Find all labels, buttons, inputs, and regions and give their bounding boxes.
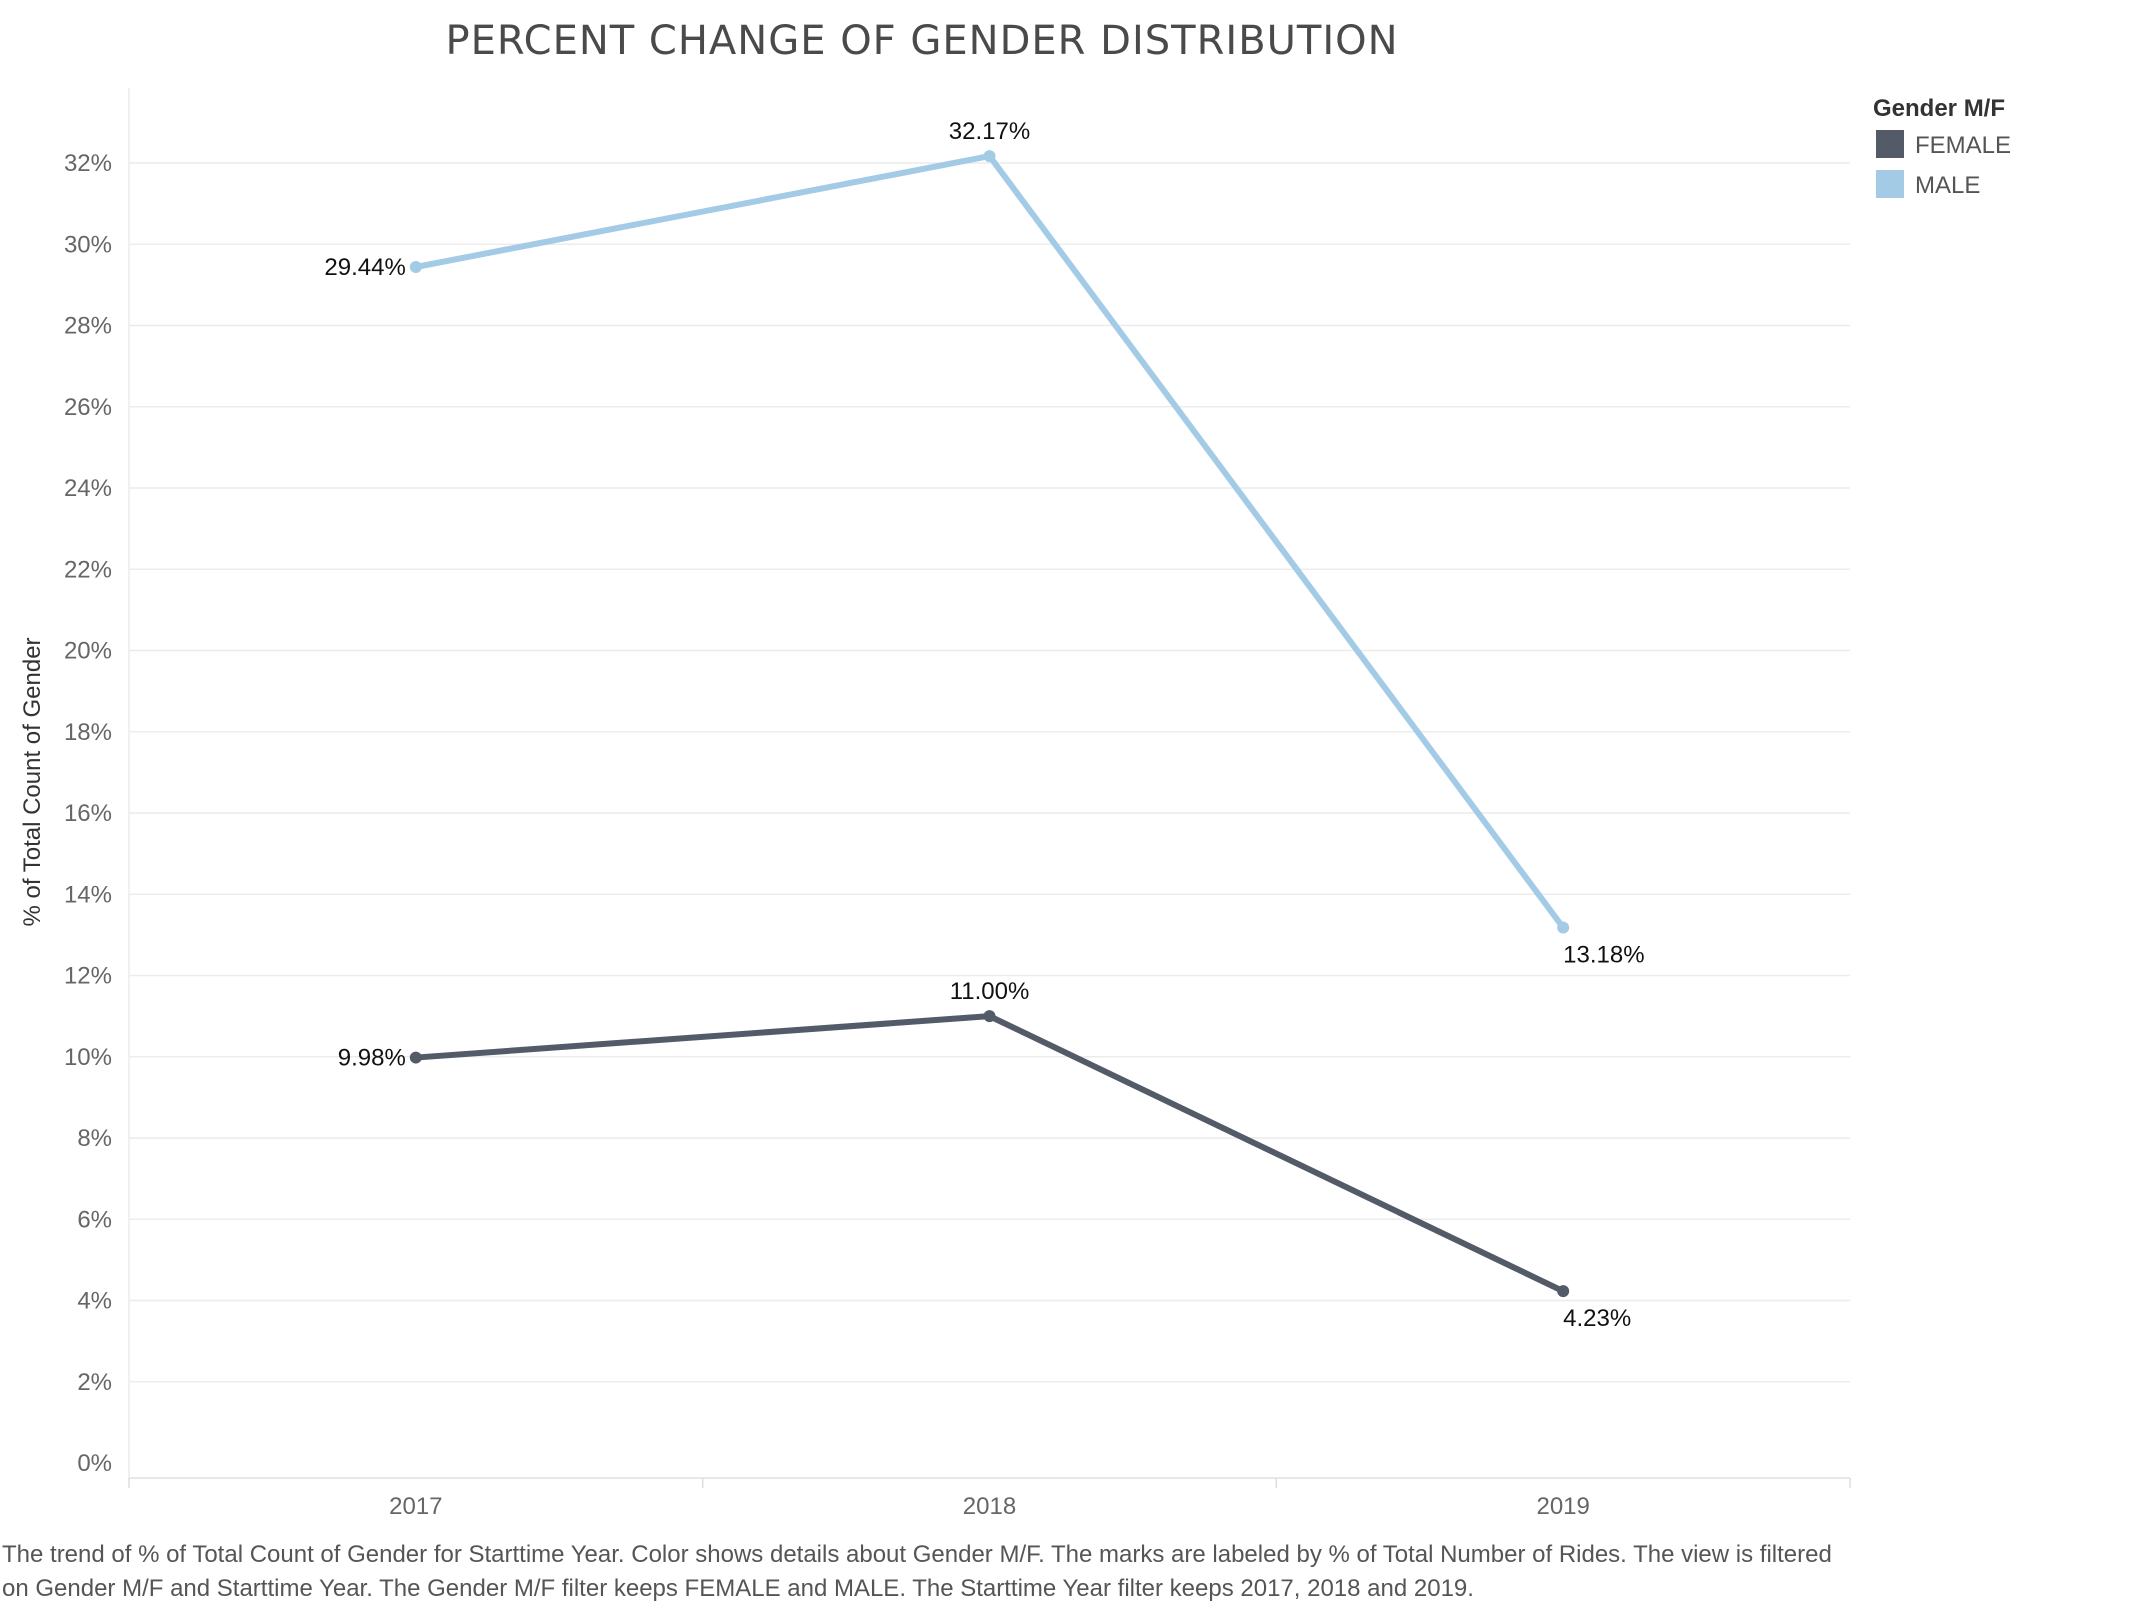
data-label-male: 32.17% bbox=[949, 118, 1030, 145]
y-tick-label: 30% bbox=[64, 231, 112, 258]
y-axis-label: % of Total Count of Gender bbox=[19, 637, 46, 926]
y-axis-ticks: 0% 2% 4% 6% 8% 10% 12% 14% 16% 18% 20% 22% 24% 26% 28%… bbox=[64, 150, 112, 1477]
y-tick-label: 20% bbox=[64, 638, 112, 665]
x-tick-label: 2018 bbox=[963, 1493, 1016, 1520]
legend-swatch-male bbox=[1876, 170, 1904, 198]
x-tick-label: 2017 bbox=[389, 1493, 442, 1520]
series bbox=[409, 150, 1570, 1298]
y-tick-label: 14% bbox=[64, 881, 112, 908]
y-tick-label: 12% bbox=[64, 963, 112, 990]
x-axis-ticks: 2017 2018 2019 bbox=[128, 1478, 1851, 1520]
y-tick-label: 22% bbox=[64, 556, 112, 583]
data-label-male: 13.18% bbox=[1563, 942, 1644, 969]
legend-swatch-female bbox=[1876, 130, 1904, 158]
y-tick-label: 2% bbox=[77, 1369, 112, 1396]
axes bbox=[128, 88, 1850, 1479]
data-label-female: 9.98% bbox=[338, 1045, 406, 1072]
series-line-male bbox=[412, 153, 1567, 931]
legend-label-female: FEMALE bbox=[1915, 132, 2011, 159]
data-point-male bbox=[1557, 921, 1570, 934]
data-label-male: 29.44% bbox=[324, 254, 405, 281]
data-label-female: 11.00% bbox=[950, 978, 1030, 1005]
chart-caption: The trend of % of Total Count of Gender … bbox=[2, 1541, 1832, 1602]
y-tick-label: 32% bbox=[64, 150, 112, 177]
chart-title: PERCENT CHANGE OF GENDER DISTRIBUTION bbox=[445, 18, 1398, 64]
x-tick-label: 2019 bbox=[1536, 1493, 1589, 1520]
data-labels: 9.98% 11.00% 4.23% 29.44% 32.17% 13.18% bbox=[324, 118, 1644, 1332]
y-tick-label: 0% bbox=[77, 1450, 112, 1477]
gridlines bbox=[129, 162, 1850, 1383]
data-point-female bbox=[983, 1010, 996, 1023]
data-point-male bbox=[983, 150, 996, 163]
data-point-female bbox=[1557, 1285, 1570, 1298]
legend-items: FEMALE MALE bbox=[1876, 130, 2011, 199]
y-tick-label: 28% bbox=[64, 313, 112, 340]
y-tick-label: 16% bbox=[64, 800, 112, 827]
y-tick-label: 10% bbox=[64, 1044, 112, 1071]
data-point-female bbox=[409, 1051, 422, 1064]
y-tick-label: 6% bbox=[77, 1206, 112, 1233]
y-tick-label: 26% bbox=[64, 394, 112, 421]
legend-label-male: MALE bbox=[1915, 172, 1980, 199]
y-tick-label: 18% bbox=[64, 719, 112, 746]
y-tick-label: 4% bbox=[77, 1288, 112, 1315]
data-point-male bbox=[409, 261, 422, 273]
y-tick-label: 8% bbox=[77, 1125, 112, 1152]
data-label-female: 4.23% bbox=[1563, 1305, 1631, 1332]
legend-title: Gender M/F bbox=[1873, 95, 2005, 122]
legend: Gender M/F FEMALE MALE bbox=[1873, 95, 2011, 199]
y-tick-label: 24% bbox=[64, 475, 112, 502]
